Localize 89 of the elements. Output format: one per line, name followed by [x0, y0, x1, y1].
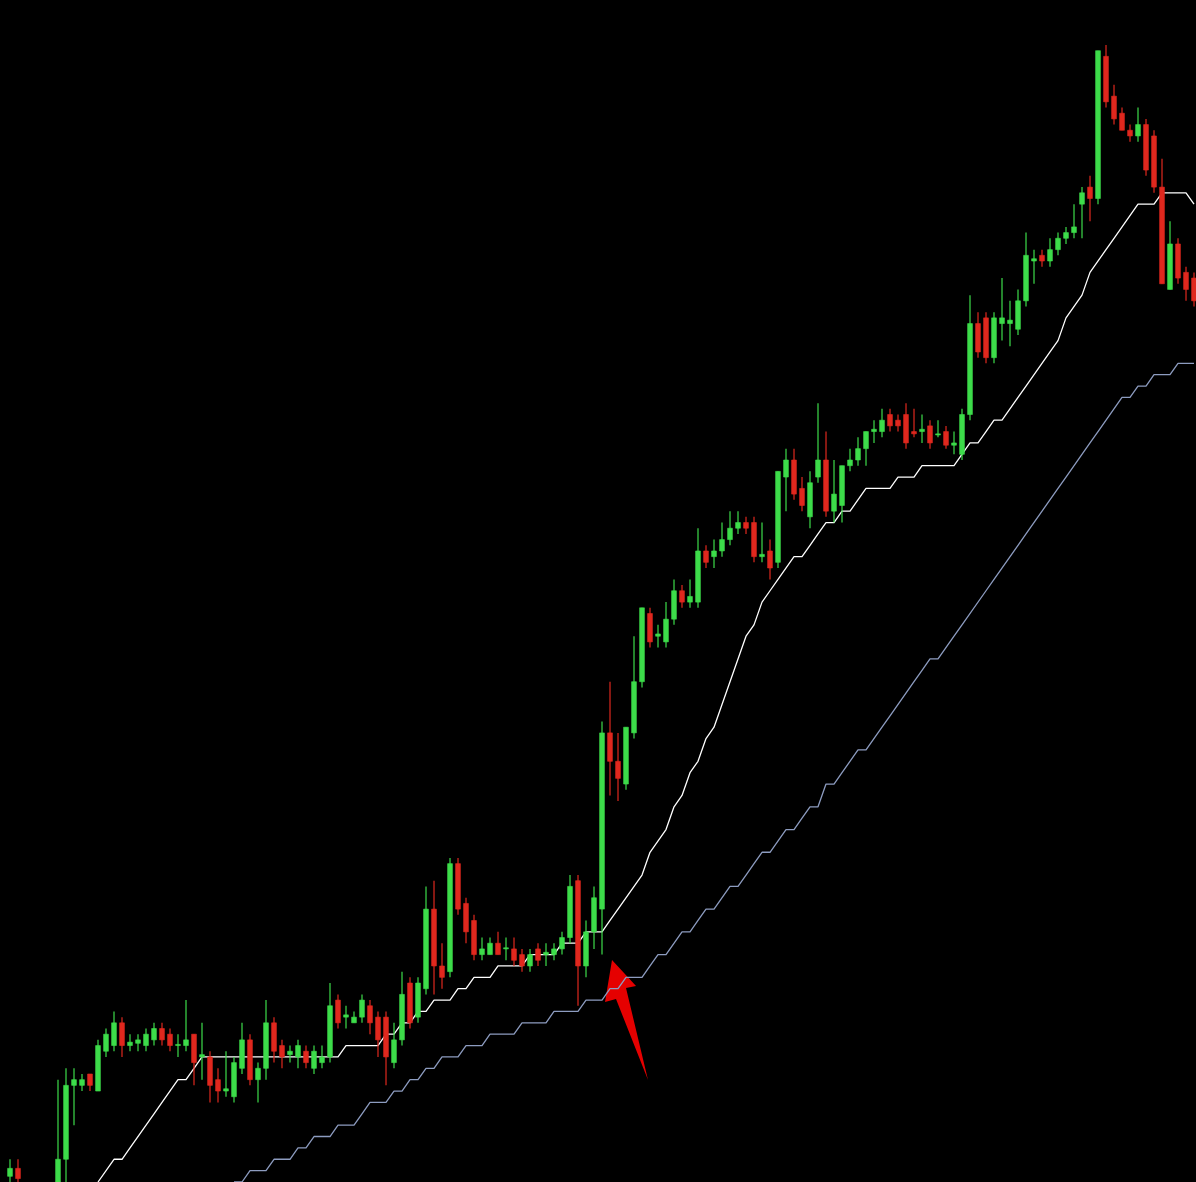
candlestick [999, 277, 1005, 342]
candlestick [335, 993, 341, 1030]
candlestick [951, 430, 957, 455]
candlestick [783, 448, 789, 512]
candlestick [1071, 203, 1077, 239]
candlestick [1183, 266, 1189, 302]
candlestick [735, 510, 741, 535]
candlestick [711, 538, 717, 569]
candlestick [655, 624, 661, 649]
candlestick [303, 1044, 309, 1069]
candlestick [895, 413, 901, 433]
candlestick [343, 1005, 349, 1030]
candlestick [927, 419, 933, 450]
candlestick [527, 948, 533, 973]
candlestick [1079, 186, 1085, 239]
candlestick [375, 1010, 381, 1058]
candlestick [439, 942, 445, 990]
candlestick [151, 1022, 157, 1047]
candlestick [479, 936, 485, 961]
candlestick [199, 1022, 205, 1081]
candlestick [847, 448, 853, 472]
candlestick [495, 931, 501, 956]
candlestick [1047, 237, 1053, 268]
candlestick [279, 1039, 285, 1069]
candlestick [1191, 271, 1196, 308]
candlestick [215, 1067, 221, 1104]
candlestick [1119, 106, 1125, 131]
candlestick [55, 1079, 61, 1182]
candlestick [543, 942, 549, 967]
candlestick [703, 544, 709, 569]
candlestick [679, 584, 685, 609]
candlestick [887, 408, 893, 433]
candlestick [815, 402, 821, 484]
candlestick [111, 1010, 117, 1052]
candlestick [519, 948, 525, 973]
candlestick [79, 1073, 85, 1092]
candlestick [855, 436, 861, 467]
candlestick [1039, 249, 1045, 268]
candlestick [223, 1050, 229, 1098]
candlestick [127, 1033, 133, 1052]
candlestick [911, 408, 917, 438]
candlestick [551, 942, 557, 961]
candlestick [367, 999, 373, 1035]
candlestick [767, 538, 773, 580]
candlestick [719, 521, 725, 558]
candlestick [615, 732, 621, 802]
candlestick [1055, 231, 1061, 256]
candlestick [535, 942, 541, 967]
candlestick [319, 1044, 325, 1069]
candlestick [311, 1044, 317, 1075]
candlestick [1007, 300, 1013, 347]
candlestick [135, 1033, 141, 1052]
candlestick [511, 936, 517, 967]
candlestick [159, 1022, 165, 1047]
candlestick [1031, 249, 1037, 285]
candlestick [1087, 175, 1093, 222]
candlestick [391, 1022, 397, 1069]
candlestick [879, 408, 885, 438]
candlestick [799, 476, 805, 512]
candlestick [919, 413, 925, 444]
candlestick [727, 510, 733, 546]
candlestick [167, 1027, 173, 1052]
candlestick [743, 516, 749, 535]
candlestick [143, 1027, 149, 1052]
candlestick [503, 936, 509, 961]
candlestick [359, 993, 365, 1024]
candlestick [687, 578, 693, 609]
candlestick [831, 459, 837, 524]
candlestick [15, 1158, 21, 1182]
candlestick [287, 1044, 293, 1064]
candlestick [7, 1158, 13, 1182]
candlestick [183, 999, 189, 1052]
candlestick [559, 931, 565, 956]
candlestick [119, 1016, 125, 1058]
candlestick [295, 1039, 301, 1069]
candlestick [759, 521, 765, 563]
candlestick [175, 1033, 181, 1058]
candlestick [1063, 226, 1069, 245]
candlestick [871, 419, 877, 444]
candlestick [71, 1067, 77, 1126]
candlestick [103, 1027, 109, 1058]
candlestick [1127, 123, 1133, 143]
candlestick [935, 419, 941, 438]
candlestick [1111, 84, 1117, 126]
candlestick [943, 425, 949, 450]
candlestick [1135, 106, 1141, 143]
candlestick [255, 1062, 261, 1104]
candlestick [663, 601, 669, 649]
candlestick [863, 430, 869, 467]
